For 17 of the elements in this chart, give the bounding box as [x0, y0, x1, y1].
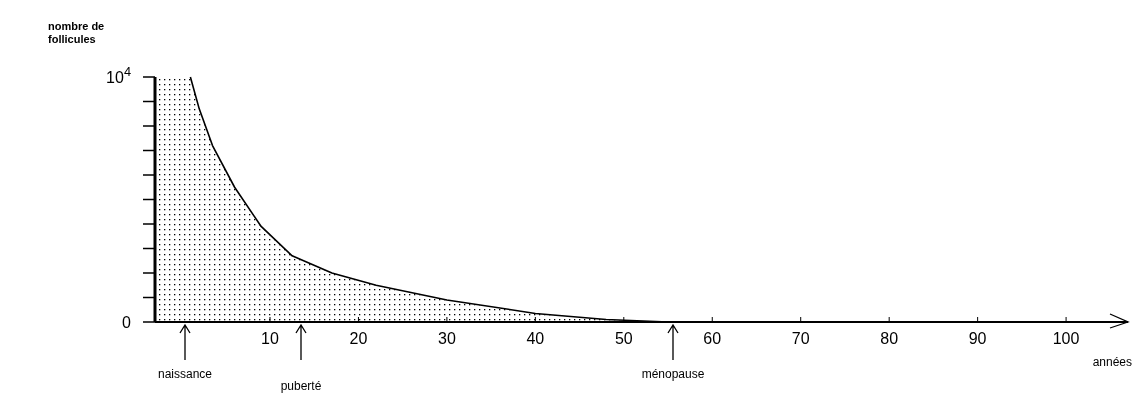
x-tick-label: 40 [526, 330, 545, 347]
x-tick-label: 70 [791, 330, 810, 347]
x-tick-label: 10 [261, 330, 279, 347]
x-tick-label: 90 [968, 330, 987, 347]
text: puberté [280, 379, 322, 393]
x-tick-label: 100 [1052, 330, 1080, 347]
text: naissance [157, 367, 213, 381]
y-tick-label: 10$^{4}$ [106, 63, 131, 86]
x-tick-label: 50 [614, 330, 633, 347]
x-tick-label: 20 [349, 330, 368, 347]
x-axis-title: années [1092, 355, 1132, 369]
x-tick-label: 80 [880, 330, 899, 347]
x-tick-label: 30 [438, 330, 456, 347]
y-tick-label: 0 [122, 314, 132, 331]
text: ménopause [641, 367, 705, 381]
y-axis-title: nombre de follicules [48, 20, 105, 45]
x-tick-label: 60 [703, 330, 722, 347]
